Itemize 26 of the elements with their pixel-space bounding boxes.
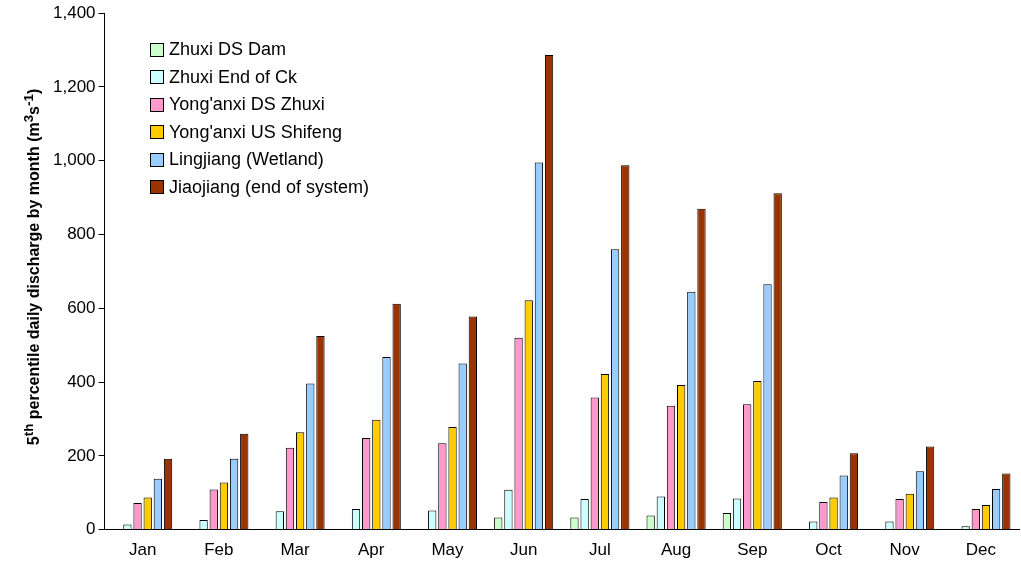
x-tick-label: Oct bbox=[815, 540, 842, 560]
x-tick-label: Apr bbox=[358, 540, 385, 560]
x-tick-label: Jun bbox=[509, 540, 538, 560]
legend-label: Zhuxi DS Dam bbox=[169, 38, 287, 61]
y-tick-label: 1,000 bbox=[52, 150, 96, 170]
y-tick-label: 800 bbox=[67, 224, 96, 244]
x-tick-label: May bbox=[431, 540, 465, 560]
legend-label: Lingjiang (Wetland) bbox=[169, 148, 324, 171]
y-tick-label: 200 bbox=[67, 445, 96, 465]
x-tick-label: Jul bbox=[589, 540, 611, 560]
legend-label: Yong'anxi US Shifeng bbox=[169, 120, 342, 144]
legend-label: Yong'anxi DS Zhuxi bbox=[169, 93, 325, 116]
y-tick-label: 0 bbox=[86, 519, 96, 539]
x-tick-label: Aug bbox=[660, 540, 692, 560]
x-tick-label: Jan bbox=[128, 540, 157, 560]
y-tick-label: 600 bbox=[67, 297, 96, 317]
legend-label: Jiaojiang (end of system) bbox=[169, 175, 370, 199]
y-tick-label: 1,200 bbox=[52, 76, 96, 96]
x-tick-label: Nov bbox=[889, 540, 921, 560]
legend-label: Zhuxi End of Ck bbox=[169, 65, 298, 89]
x-tick-label: Sep bbox=[737, 540, 768, 560]
x-tick-label: Mar bbox=[280, 540, 311, 560]
y-tick-label: 400 bbox=[67, 371, 96, 391]
x-tick-label: Dec bbox=[965, 540, 997, 560]
x-tick-label: Feb bbox=[204, 540, 234, 560]
y-tick-label: 1,400 bbox=[52, 2, 96, 22]
